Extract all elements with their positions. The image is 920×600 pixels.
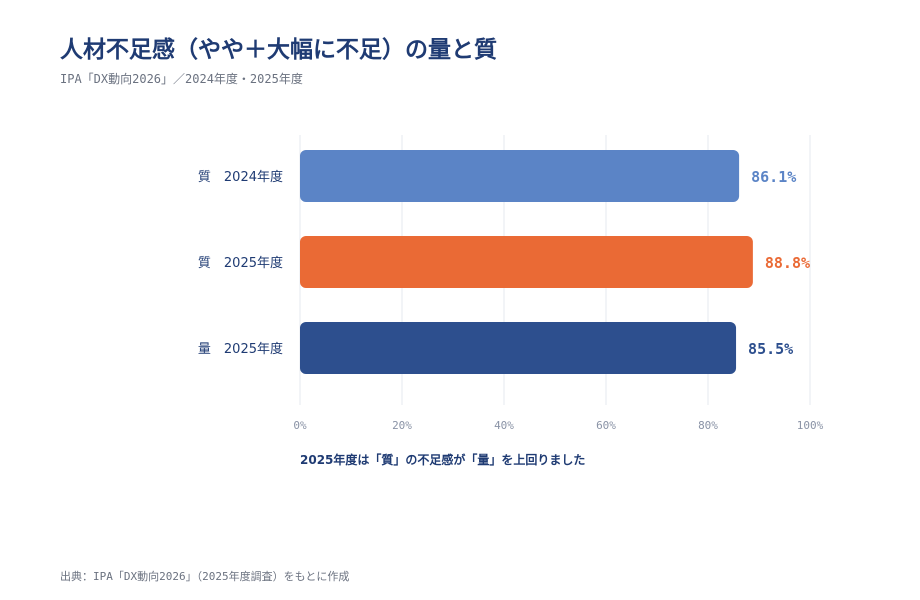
x-tick-label: 40% [494,419,514,432]
chart-annotation: 2025年度は「質」の不足感が「量」を上回りました [300,452,585,467]
bar [300,236,753,288]
data-label: 86.1% [751,168,796,186]
x-tick-label: 0% [293,419,307,432]
category-label: 質 2025年度 [198,255,283,271]
bar [300,150,740,202]
x-tick-label: 20% [392,419,412,432]
x-tick-label: 60% [596,419,616,432]
x-tick-label: 80% [698,419,718,432]
category-label: 質 2024年度 [198,169,283,185]
page-title: 人材不足感（やや＋大幅に不足）の量と質 [60,37,497,63]
category-label: 量 2025年度 [198,341,283,357]
x-tick-label: 100% [797,419,824,432]
data-label: 85.5% [748,340,793,358]
source-note: 出典：IPA「DX動向2026」（2025年度調査）をもとに作成 [60,570,350,583]
page-subtitle: IPA「DX動向2026」／2024年度・2025年度 [60,72,303,86]
bar [300,322,737,374]
data-label: 88.8% [765,254,810,272]
